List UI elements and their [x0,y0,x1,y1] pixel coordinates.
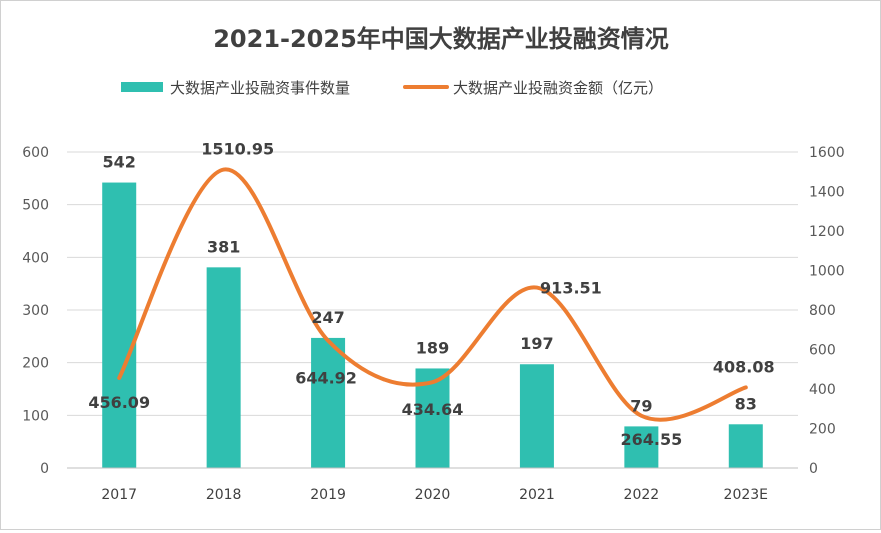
right-tick-label: 1000 [809,264,845,280]
right-axis: 0 200 400 600 800 1000 1200 1400 1600 [809,145,845,477]
bar-value-label: 542 [103,153,136,172]
right-tick-label: 1600 [809,145,845,161]
line-value-label: 434.64 [402,400,464,419]
left-tick-label: 300 [22,303,49,319]
right-tick-label: 600 [809,343,836,359]
right-tick-label: 1400 [809,185,845,201]
bar [624,426,659,468]
line-value-label: 408.08 [713,357,775,376]
x-tick-label: 2018 [206,487,242,503]
line-value-label: 456.09 [88,393,150,412]
x-tick-label: 2019 [310,487,346,503]
bar-series [102,182,763,468]
bar-value-label: 381 [207,237,240,256]
x-tick-label: 2023E [724,487,768,503]
left-axis: 0 100 200 300 400 500 600 [22,145,49,477]
x-axis: 2017 2018 2019 2020 2021 2022 2023E [67,467,798,503]
x-tick-label: 2022 [624,487,660,503]
left-tick-label: 200 [22,356,49,372]
left-tick-label: 0 [40,461,49,477]
x-tick-label: 2020 [415,487,451,503]
bar [206,267,241,468]
left-tick-label: 100 [22,408,49,424]
bar [311,337,346,468]
line-value-label: 913.51 [540,279,602,298]
legend-line-label: 大数据产业投融资金额（亿元） [453,79,663,97]
bar [728,424,763,468]
chart-title: 2021-2025年中国大数据产业投融资情况 [213,25,669,53]
line-value-label: 1510.95 [201,140,274,159]
bar-value-label: 247 [311,308,344,327]
right-tick-label: 0 [809,461,818,477]
line-value-label: 264.55 [620,430,682,449]
right-tick-label: 800 [809,303,836,319]
right-tick-label: 400 [809,382,836,398]
right-tick-label: 1200 [809,224,845,240]
legend: 大数据产业投融资事件数量 大数据产业投融资金额（亿元） [121,79,663,97]
bar-value-label: 79 [630,396,652,415]
legend-bar-swatch [121,82,163,92]
right-tick-label: 200 [809,422,836,438]
bar [102,182,137,468]
data-labels: 542 381 247 189 197 79 83 456.09 1510.95 644.92 43… [88,140,774,449]
x-tick-label: 2021 [519,487,555,503]
legend-bar-label: 大数据产业投融资事件数量 [170,79,350,97]
bar [519,364,554,468]
gridlines [67,151,798,416]
line-value-label: 644.92 [295,369,357,388]
series-line [117,167,748,422]
bar-value-label: 197 [520,334,553,353]
left-tick-label: 500 [22,198,49,214]
left-tick-label: 400 [22,250,49,266]
bar-value-label: 189 [416,338,449,357]
bar-value-label: 83 [735,394,757,413]
x-tick-label: 2017 [101,487,137,503]
left-tick-label: 600 [22,145,49,161]
line-series [117,167,748,422]
